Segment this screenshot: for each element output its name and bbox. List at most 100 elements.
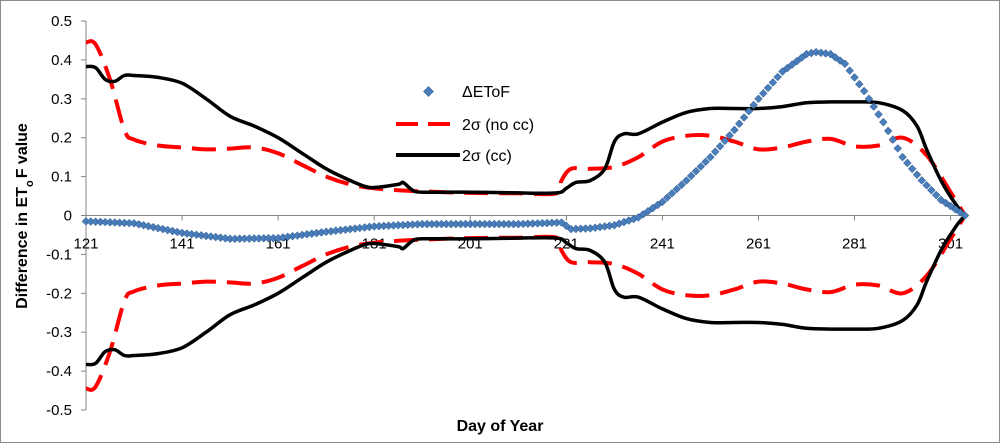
- delta-etof-point: [778, 67, 787, 76]
- delta-etof-point: [355, 223, 364, 233]
- delta-etof-point: [581, 224, 590, 233]
- delta-etof-point: [691, 167, 701, 176]
- delta-etof-point: [749, 100, 758, 110]
- series-2sigma-cc-lower-line: [85, 214, 967, 367]
- delta-etof-point: [201, 231, 211, 241]
- delta-etof-point: [96, 217, 105, 227]
- delta-etof-point: [869, 102, 878, 111]
- delta-etof-point: [115, 218, 124, 227]
- delta-etof-point: [288, 232, 297, 241]
- delta-etof-point: [566, 224, 576, 234]
- delta-etof-point: [879, 117, 888, 127]
- delta-etof-point: [720, 136, 729, 146]
- delta-etof-point: [821, 49, 830, 58]
- delta-etof-point: [663, 193, 672, 202]
- delta-etof-point: [811, 47, 821, 57]
- delta-etof-point: [283, 232, 292, 242]
- delta-etof-point: [696, 162, 705, 171]
- delta-etof-point: [831, 53, 840, 62]
- chart-legend: ΔEToF 2σ (no cc) 2σ (cc): [396, 84, 534, 165]
- delta-etof-point: [221, 234, 230, 243]
- delta-etof-point: [398, 220, 408, 230]
- delta-etof-point: [730, 125, 739, 135]
- delta-etof-point: [216, 233, 225, 242]
- delta-etof-point: [768, 78, 778, 87]
- delta-etof-point: [110, 218, 119, 227]
- series-2sigma-cc-upper-line: [85, 64, 967, 217]
- delta-etof-point: [888, 135, 898, 144]
- delta-etof-point: [557, 218, 566, 227]
- delta-etof-point: [715, 142, 725, 151]
- delta-etof-point: [533, 219, 542, 228]
- delta-etof-point: [562, 221, 571, 230]
- delta-etof-point: [499, 219, 509, 229]
- delta-etof-point: [384, 221, 393, 230]
- delta-etof-point: [922, 181, 931, 190]
- y-axis-title: Difference in EToF value: [14, 123, 36, 309]
- y-tick-label: -0.2: [46, 285, 72, 302]
- delta-etof-point: [86, 217, 95, 226]
- delta-etof-point: [840, 59, 850, 68]
- delta-etof-point: [874, 110, 883, 119]
- delta-etof-point: [797, 53, 806, 62]
- delta-etof-point: [446, 219, 456, 229]
- delta-etof-point: [893, 144, 902, 153]
- delta-etof-point: [418, 219, 427, 229]
- delta-etof-point: [437, 219, 446, 229]
- delta-etof-point: [883, 126, 893, 136]
- delta-etof-point: [538, 219, 547, 228]
- delta-etof-point: [932, 190, 941, 200]
- delta-etof-point: [413, 220, 422, 229]
- delta-etof-point: [451, 219, 461, 229]
- x-tick-label: 281: [842, 236, 867, 253]
- delta-etof-point: [523, 219, 533, 228]
- delta-etof-point: [855, 80, 864, 89]
- delta-etof-point: [341, 225, 350, 234]
- delta-etof-point: [835, 56, 845, 65]
- delta-etof-point: [509, 219, 518, 229]
- y-tick-label: 0: [64, 208, 72, 225]
- legend-marker-delta-etof: [423, 86, 434, 97]
- delta-etof-point: [422, 219, 432, 229]
- delta-etof-point: [773, 72, 782, 82]
- delta-etof-point: [682, 176, 691, 185]
- delta-etof-point: [787, 60, 797, 69]
- x-tick-label: 141: [170, 236, 195, 253]
- delta-etof-point: [907, 164, 917, 173]
- delta-etof-point: [504, 219, 513, 229]
- delta-etof-point: [725, 131, 734, 140]
- delta-etof-point: [211, 232, 220, 242]
- delta-etof-point: [672, 184, 681, 194]
- delta-etof-point: [408, 220, 417, 229]
- delta-etof-point: [264, 234, 273, 243]
- delta-etof-point: [552, 218, 561, 227]
- delta-etof-point: [490, 219, 499, 229]
- delta-etof-point: [475, 219, 485, 229]
- y-tick-label: 0.1: [51, 169, 72, 186]
- delta-etof-point: [456, 219, 465, 229]
- delta-etof-point: [360, 223, 369, 232]
- delta-etof-point: [514, 219, 523, 229]
- delta-etof-point: [249, 234, 259, 243]
- delta-etof-point: [225, 234, 235, 243]
- delta-etof-point: [792, 56, 802, 66]
- delta-etof-point: [850, 73, 859, 82]
- delta-etof-point: [739, 113, 749, 122]
- delta-etof-point: [470, 219, 480, 229]
- delta-etof-point: [91, 217, 100, 226]
- delta-etof-point: [125, 218, 134, 228]
- delta-etof-point: [518, 219, 528, 229]
- delta-etof-point: [595, 222, 605, 232]
- y-tick-label: 0.2: [51, 130, 72, 147]
- delta-etof-point: [480, 219, 489, 229]
- delta-etof-point: [917, 176, 926, 185]
- delta-etof-point: [245, 234, 254, 243]
- delta-etof-point: [432, 219, 441, 229]
- axes-layer: 0.5 0.4 0.3 0.2 0.1 0 -0.1 -0.2 -0.3 -0.4 -0.5 121 1…: [46, 13, 965, 419]
- delta-etof-point: [307, 229, 316, 238]
- legend-label-2sigma-cc: 2σ (cc): [462, 148, 512, 165]
- series-layer: [81, 39, 970, 392]
- delta-etof-point: [744, 107, 754, 116]
- delta-etof-point: [759, 89, 768, 98]
- delta-etof-point: [586, 224, 595, 233]
